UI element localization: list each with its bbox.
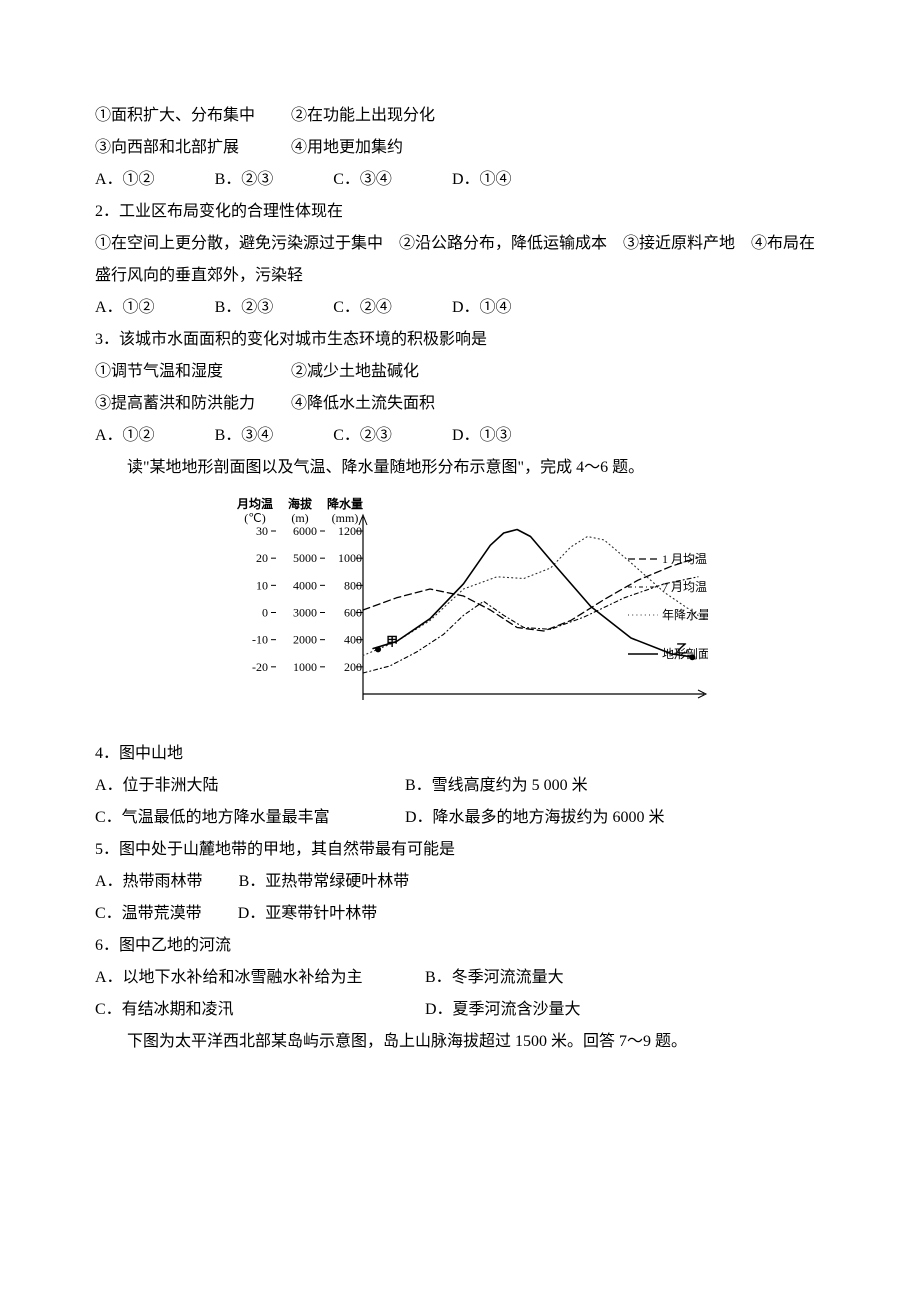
opt-text: ④降低水土流失面积: [291, 395, 435, 412]
option-b: B．雪线高度约为 5 000 米: [405, 770, 588, 802]
option-d: D．降水最多的地方海拔约为 6000 米: [405, 802, 665, 834]
q4-options-2: C．气温最低的地方降水量最丰富 D．降水最多的地方海拔约为 6000 米: [95, 802, 830, 834]
svg-text:10: 10: [256, 578, 268, 592]
q1-statement-2: ③向西部和北部扩展 ④用地更加集约: [95, 132, 830, 164]
svg-text:20: 20: [256, 551, 268, 565]
svg-text:1000: 1000: [293, 660, 317, 674]
svg-text:30: 30: [256, 524, 268, 538]
terrain-chart: 月均温(℃)海拔(m)降水量(mm)3060001200205000100010…: [95, 484, 830, 738]
option-a: A．①②: [95, 164, 155, 196]
q5-options-2: C．温带荒漠带 D．亚寒带针叶林带: [95, 898, 830, 930]
option-d: D．①③: [452, 420, 512, 452]
option-c: C．②④: [333, 292, 392, 324]
option-c: C．气温最低的地方降水量最丰富: [95, 802, 405, 834]
q1-statement-1: ①面积扩大、分布集中 ②在功能上出现分化: [95, 100, 830, 132]
option-d: D．亚寒带针叶林带: [238, 905, 378, 922]
svg-text:-20: -20: [252, 660, 268, 674]
svg-text:0: 0: [262, 606, 268, 620]
document-page: ①面积扩大、分布集中 ②在功能上出现分化 ③向西部和北部扩展 ④用地更加集约 A…: [0, 0, 920, 1300]
svg-text:5000: 5000: [293, 551, 317, 565]
option-b: B．②③: [215, 292, 274, 324]
svg-text:降水量: 降水量: [326, 496, 362, 511]
option-a: A．①②: [95, 420, 155, 452]
svg-text:甲: 甲: [386, 634, 398, 648]
option-a: A．以地下水补给和冰雪融水补给为主: [95, 962, 425, 994]
svg-text:地形剖面线: 地形剖面线: [662, 647, 708, 661]
q1-options: A．①② B．②③ C．③④ D．①④: [95, 164, 830, 196]
svg-text:(mm): (mm): [331, 511, 358, 525]
option-c: C．②③: [333, 420, 392, 452]
svg-text:年降水量: 年降水量: [662, 608, 708, 622]
svg-text:1 月均温: 1 月均温: [662, 552, 707, 566]
opt-text: ①面积扩大、分布集中: [95, 107, 255, 124]
opt-text: ②减少土地盐碱化: [291, 363, 419, 380]
svg-text:7 月均温: 7 月均温: [662, 580, 707, 594]
option-c: C．温带荒漠带: [95, 905, 202, 922]
intro-7-9: 下图为太平洋西北部某岛屿示意图，岛上山脉海拔超过 1500 米。回答 7～9 题…: [95, 1026, 830, 1058]
q2-statements: ①在空间上更分散，避免污染源过于集中 ②沿公路分布，降低运输成本 ③接近原料产地…: [95, 228, 830, 292]
option-b: B．③④: [215, 420, 274, 452]
opt-text: ②在功能上出现分化: [291, 107, 435, 124]
opt-text: ①调节气温和湿度: [95, 363, 223, 380]
option-b: B．冬季河流流量大: [425, 962, 564, 994]
option-c: C．③④: [333, 164, 392, 196]
svg-text:4000: 4000: [293, 578, 317, 592]
svg-text:(℃): (℃): [244, 511, 265, 525]
svg-text:-10: -10: [252, 633, 268, 647]
q3-stem: 3．该城市水面面积的变化对城市生态环境的积极影响是: [95, 324, 830, 356]
option-c: C．有结冰期和凌汛: [95, 994, 425, 1026]
svg-text:(m): (m): [291, 511, 308, 525]
q5-options-1: A．热带雨林带 B．亚热带常绿硬叶林带: [95, 866, 830, 898]
option-a: A．位于非洲大陆: [95, 770, 405, 802]
svg-text:6000: 6000: [293, 524, 317, 538]
opt-text: ④用地更加集约: [291, 139, 403, 156]
option-b: B．②③: [215, 164, 274, 196]
q3-statement-2: ③提高蓄洪和防洪能力 ④降低水土流失面积: [95, 388, 830, 420]
option-a: A．热带雨林带: [95, 873, 203, 890]
svg-text:海拔: 海拔: [287, 496, 312, 511]
option-d: D．①④: [452, 292, 512, 324]
svg-text:3000: 3000: [293, 606, 317, 620]
q3-statement-1: ①调节气温和湿度 ②减少土地盐碱化: [95, 356, 830, 388]
q3-options: A．①② B．③④ C．②③ D．①③: [95, 420, 830, 452]
q6-stem: 6．图中乙地的河流: [95, 930, 830, 962]
q2-options: A．①② B．②③ C．②④ D．①④: [95, 292, 830, 324]
option-a: A．①②: [95, 292, 155, 324]
q6-options-1: A．以地下水补给和冰雪融水补给为主 B．冬季河流流量大: [95, 962, 830, 994]
option-b: B．亚热带常绿硬叶林带: [239, 873, 410, 890]
q5-stem: 5．图中处于山麓地带的甲地，其自然带最有可能是: [95, 834, 830, 866]
q4-options-1: A．位于非洲大陆 B．雪线高度约为 5 000 米: [95, 770, 830, 802]
option-d: D．①④: [452, 164, 512, 196]
option-d: D．夏季河流含沙量大: [425, 994, 581, 1026]
svg-text:月均温: 月均温: [235, 496, 272, 511]
chart-svg: 月均温(℃)海拔(m)降水量(mm)3060001200205000100010…: [218, 494, 708, 724]
opt-text: ③提高蓄洪和防洪能力: [95, 395, 255, 412]
q2-stem: 2．工业区布局变化的合理性体现在: [95, 196, 830, 228]
svg-text:2000: 2000: [293, 633, 317, 647]
q4-stem: 4．图中山地: [95, 738, 830, 770]
q6-options-2: C．有结冰期和凌汛 D．夏季河流含沙量大: [95, 994, 830, 1026]
opt-text: ③向西部和北部扩展: [95, 139, 239, 156]
intro-4-6: 读"某地地形剖面图以及气温、降水量随地形分布示意图"，完成 4～6 题。: [95, 452, 830, 484]
